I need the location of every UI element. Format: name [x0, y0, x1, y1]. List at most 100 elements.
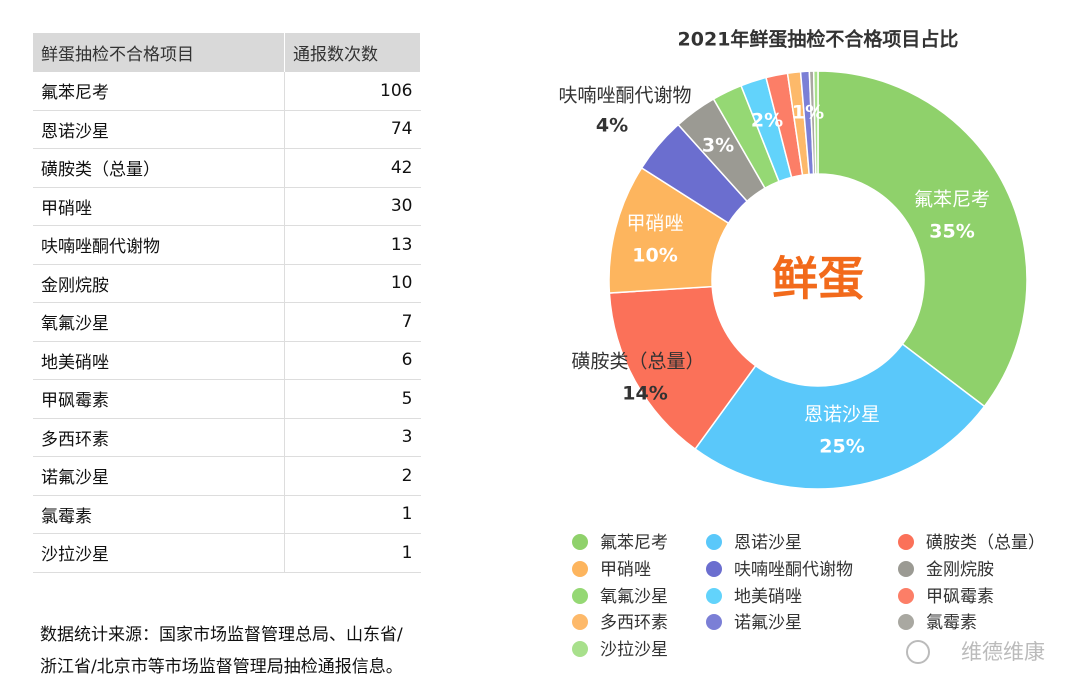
slice-category-label: 氟苯尼考: [914, 189, 990, 211]
slice: [812, 70, 819, 175]
legend-swatch: [572, 534, 588, 550]
table-cell: 7: [284, 302, 421, 342]
table-cell: 1: [284, 495, 421, 534]
slice: [808, 70, 817, 175]
slice: [817, 70, 1028, 408]
table-cell: 74: [284, 110, 421, 149]
table-cell: 6: [284, 341, 421, 380]
header-cell: 通报数次数: [284, 33, 421, 72]
slice: [765, 72, 804, 179]
legend-label: 甲砜霉素: [926, 587, 994, 607]
table-cell: 106: [284, 72, 421, 111]
legend-label: 金刚烷胺: [926, 560, 994, 580]
chart-title: 2021年鲜蛋抽检不合格项目占比: [678, 28, 959, 51]
watermark: 维德维康: [961, 640, 1045, 664]
center-label: 鲜蛋: [772, 252, 864, 306]
legend-label: 地美硝唑: [734, 587, 802, 607]
slice-value-label: 10%: [632, 245, 677, 267]
legend-swatch: [898, 588, 914, 604]
table-row: 磺胺类（总量） 42: [33, 148, 421, 188]
table-row: 金刚烷胺 10: [33, 264, 421, 303]
table-row: 诺氟沙星 2: [33, 456, 421, 496]
slice: [608, 285, 757, 451]
table-row: 多西环素 3: [33, 418, 421, 457]
slice-category-label: 磺胺类（总量）: [571, 351, 704, 373]
slice-value-label: 2%: [751, 110, 783, 132]
legend-label: 氧氟沙星: [600, 587, 668, 607]
table-cell: 氯霉素: [33, 495, 285, 534]
slice: [640, 123, 749, 225]
legend-swatch: [572, 641, 588, 657]
header-row: 鲜蛋抽检不合格项目 通报数次数: [33, 33, 421, 72]
legend-swatch: [572, 588, 588, 604]
table-row: 沙拉沙星 1: [33, 533, 421, 573]
table-cell: 13: [284, 225, 421, 265]
legend-swatch: [706, 534, 722, 550]
slice: [786, 70, 810, 176]
table-row: 恩诺沙星 74: [33, 110, 421, 149]
legend-label: 氟苯尼考: [600, 533, 668, 553]
table-cell: 沙拉沙星: [33, 533, 285, 573]
table-row: 地美硝唑 6: [33, 341, 421, 380]
legend-label: 磺胺类（总量）: [926, 533, 1045, 553]
slice: [608, 166, 730, 294]
table-cell: 诺氟沙星: [33, 456, 285, 496]
legend-label: 呋喃唑酮代谢物: [734, 560, 853, 580]
slice-value-label: 14%: [622, 383, 667, 405]
slice: [712, 84, 780, 190]
slice: [799, 70, 815, 176]
slice-category-label: 呋喃唑酮代谢物: [558, 85, 691, 107]
table-row: 甲硝唑 30: [33, 187, 421, 226]
slice: [740, 76, 793, 183]
table-cell: 甲砜霉素: [33, 379, 285, 419]
table-cell: 2: [284, 456, 421, 496]
legend-swatch: [706, 614, 722, 630]
legend-swatch: [898, 614, 914, 630]
legend-label: 恩诺沙星: [734, 533, 802, 553]
table-cell: 氧氟沙星: [33, 302, 285, 342]
table-cell: 1: [284, 533, 421, 573]
table-row: 氧氟沙星 7: [33, 302, 421, 342]
source-note: 浙江省/北京市等市场监督管理局抽检通报信息。: [40, 657, 403, 677]
table-cell: 氟苯尼考: [33, 72, 285, 111]
table-cell: 多西环素: [33, 418, 285, 457]
table-row: 氯霉素 1: [33, 495, 421, 534]
legend-label: 沙拉沙星: [600, 640, 668, 660]
legend-label: 氯霉素: [926, 613, 977, 633]
slice-value-label: 25%: [819, 436, 864, 458]
legend-label: 甲硝唑: [600, 560, 651, 580]
table-cell: 3: [284, 418, 421, 457]
header-cell: 鲜蛋抽检不合格项目: [33, 33, 285, 72]
legend-swatch: [706, 561, 722, 577]
table-cell: 金刚烷胺: [33, 264, 285, 303]
legend-swatch: [706, 588, 722, 604]
table-cell: 地美硝唑: [33, 341, 285, 380]
slice: [694, 343, 986, 490]
table-cell: 5: [284, 379, 421, 419]
slice-value-label: 3%: [702, 135, 734, 157]
wechat-icon: [906, 640, 930, 664]
slice-value-label: 4%: [596, 115, 628, 137]
slice-value-label: 1%: [792, 102, 824, 124]
legend-label: 多西环素: [600, 613, 668, 633]
legend-swatch: [572, 614, 588, 630]
table-cell: 30: [284, 187, 421, 226]
table-cell: 磺胺类（总量）: [33, 148, 285, 188]
legend-swatch: [898, 534, 914, 550]
legend-swatch: [898, 561, 914, 577]
legend-label: 诺氟沙星: [734, 613, 802, 633]
data-table: 鲜蛋抽检不合格项目 通报数次数 氟苯尼考 106 恩诺沙星 74 磺胺类（总量） 42 甲硝…: [33, 33, 421, 573]
slice-category-label: 恩诺沙星: [804, 404, 880, 426]
table-cell: 42: [284, 148, 421, 188]
legend-swatch: [572, 561, 588, 577]
slice: [677, 97, 767, 203]
slice-category-label: 甲硝唑: [626, 213, 683, 235]
table-cell: 呋喃唑酮代谢物: [33, 225, 285, 265]
table-cell: 恩诺沙星: [33, 110, 285, 149]
source-note: 数据统计来源：国家市场监督管理总局、山东省/: [40, 625, 403, 645]
table-row: 甲砜霉素 5: [33, 379, 421, 419]
table-cell: 甲硝唑: [33, 187, 285, 226]
slice-value-label: 35%: [929, 221, 974, 243]
table-row: 呋喃唑酮代谢物 13: [33, 225, 421, 265]
